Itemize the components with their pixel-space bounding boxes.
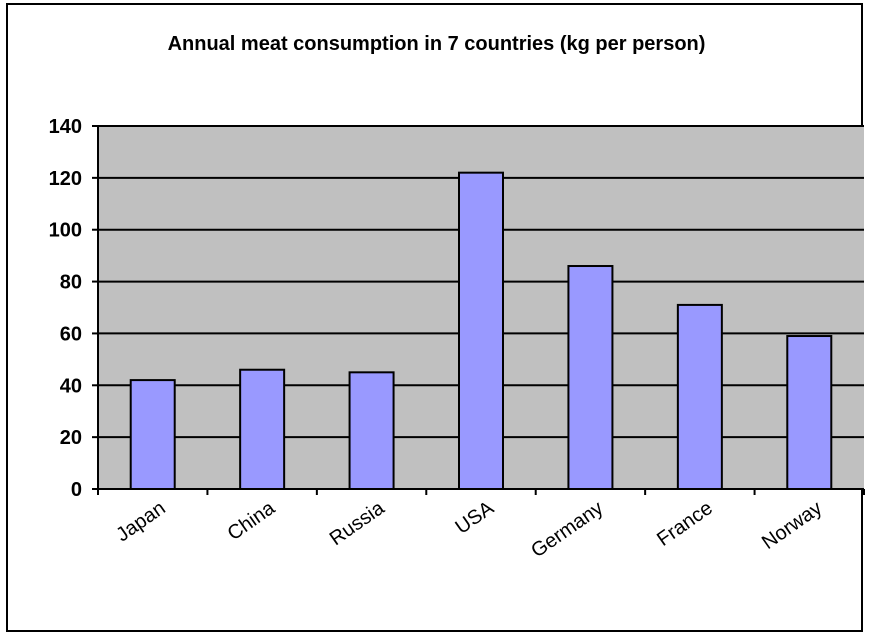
x-tick-label: Germany <box>527 497 607 562</box>
bar-china <box>239 368 286 491</box>
y-tick-label: 20 <box>60 427 82 449</box>
x-tick-label: Norway <box>758 497 826 554</box>
chart-frame: Annual meat consumption in 7 countries (… <box>6 3 865 632</box>
y-tick-label: 100 <box>49 220 82 242</box>
x-tick-label: Russia <box>326 497 389 551</box>
bar-russia <box>348 371 395 491</box>
bar-chart: 0 20 40 60 80 100 120 140 Japan China Russia USA Ger… <box>49 116 865 562</box>
axes <box>92 125 865 495</box>
x-tick-label: Japan <box>112 497 169 546</box>
chart-title: Annual meat consumption in 7 countries (… <box>167 33 706 55</box>
bar-japan <box>129 379 176 491</box>
bar-norway <box>786 335 833 490</box>
y-tick-label: 80 <box>60 272 82 294</box>
y-tick-label: 0 <box>71 479 82 501</box>
x-tick-label: China <box>224 497 280 545</box>
x-tick-label: France <box>653 497 717 551</box>
y-tick-label: 40 <box>60 375 82 397</box>
bar-france <box>676 303 723 490</box>
bars <box>129 171 833 491</box>
bar-germany <box>567 265 614 490</box>
y-tick-label: 60 <box>60 323 82 345</box>
y-tick-label: 140 <box>49 116 82 138</box>
x-tick-label: USA <box>452 497 499 539</box>
y-tick-label: 120 <box>49 168 82 190</box>
bar-usa <box>458 171 504 491</box>
